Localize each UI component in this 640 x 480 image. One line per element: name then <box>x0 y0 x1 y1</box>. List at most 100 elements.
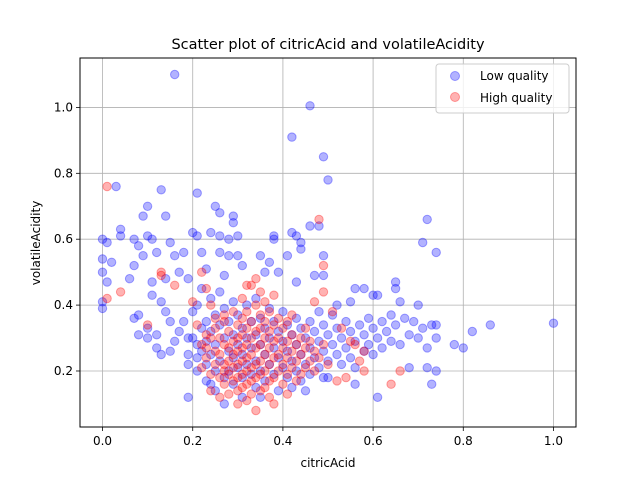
grid-lines <box>80 58 576 427</box>
y-axis-label: volatileAcidity <box>29 201 43 286</box>
low-quality-point <box>251 293 261 304</box>
high-quality-point <box>210 359 221 370</box>
low-quality-point <box>449 339 459 350</box>
low-quality-point <box>192 300 202 310</box>
high-quality-point <box>201 330 212 340</box>
high-quality-point <box>215 349 225 360</box>
high-quality-point <box>255 310 266 320</box>
high-quality-point <box>273 333 284 343</box>
series-low-quality <box>97 69 559 409</box>
low-quality-point <box>233 310 243 320</box>
low-quality-point <box>300 386 311 396</box>
low-quality-point <box>264 303 275 314</box>
high-quality-point <box>323 359 333 370</box>
low-quality-point <box>156 349 166 360</box>
low-quality-point <box>219 303 230 314</box>
high-quality-point <box>287 310 297 320</box>
low-quality-point <box>413 300 423 310</box>
low-quality-point <box>282 251 293 261</box>
high-quality-point <box>242 307 252 317</box>
low-quality-point <box>336 359 347 370</box>
low-quality-point <box>251 330 261 340</box>
low-quality-point <box>183 359 193 370</box>
low-quality-point <box>170 336 180 346</box>
high-quality-point <box>318 260 329 271</box>
low-quality-point <box>201 376 212 386</box>
high-quality-point <box>278 343 288 353</box>
high-quality-point <box>255 386 266 396</box>
low-quality-point <box>97 254 108 264</box>
low-quality-point <box>350 283 360 294</box>
low-quality-point <box>323 372 333 383</box>
legend-marker-high-quality <box>450 92 460 102</box>
high-quality-point <box>206 369 216 379</box>
high-quality-point <box>251 372 261 383</box>
low-quality-point <box>345 353 356 363</box>
low-quality-point <box>305 369 315 379</box>
low-quality-point <box>233 339 243 350</box>
high-quality-point <box>273 366 284 376</box>
low-quality-point <box>237 372 248 383</box>
low-quality-point <box>219 333 230 343</box>
low-quality-point <box>97 303 108 314</box>
low-quality-point <box>287 227 297 238</box>
low-quality-point <box>431 247 441 258</box>
low-quality-point <box>278 307 288 317</box>
low-quality-point <box>179 316 189 327</box>
low-quality-point <box>291 313 302 323</box>
low-quality-point <box>287 330 297 340</box>
high-quality-point <box>341 372 351 383</box>
high-quality-point <box>242 339 252 350</box>
high-quality-point <box>386 379 396 389</box>
low-quality-point <box>341 343 351 353</box>
low-quality-point <box>327 310 338 320</box>
low-quality-point <box>287 382 297 393</box>
low-quality-point <box>458 343 468 353</box>
low-quality-point <box>233 363 243 373</box>
high-quality-point <box>228 376 239 386</box>
low-quality-point <box>251 356 261 366</box>
low-quality-point <box>115 224 126 235</box>
low-quality-point <box>372 392 383 402</box>
high-quality-point <box>242 280 252 290</box>
high-quality-point <box>224 343 234 353</box>
low-quality-point <box>314 221 324 231</box>
low-quality-point <box>201 336 212 346</box>
low-quality-point <box>359 346 369 356</box>
low-quality-point <box>197 346 207 356</box>
high-quality-point <box>300 323 311 333</box>
low-quality-point <box>296 349 306 360</box>
low-quality-point <box>273 326 284 337</box>
high-quality-point <box>395 366 405 376</box>
low-quality-point <box>386 336 396 346</box>
low-quality-point <box>197 283 207 294</box>
legend-label-high-quality: High quality <box>480 91 552 105</box>
high-quality-point <box>269 290 279 300</box>
high-quality-point <box>246 280 257 290</box>
low-quality-point <box>336 333 347 343</box>
high-quality-point <box>242 353 252 363</box>
low-quality-point <box>287 132 297 142</box>
low-quality-point <box>372 333 383 343</box>
low-quality-point <box>323 356 333 366</box>
low-quality-point <box>305 316 315 327</box>
high-quality-point <box>260 349 270 360</box>
high-quality-point <box>210 313 221 323</box>
high-quality-point <box>359 346 369 356</box>
low-quality-point <box>350 379 360 389</box>
low-quality-point <box>422 214 432 225</box>
low-quality-point <box>309 353 320 363</box>
low-quality-point <box>467 326 477 337</box>
low-quality-point <box>179 247 189 258</box>
high-quality-point <box>210 346 221 356</box>
high-quality-point <box>296 369 306 379</box>
high-quality-point <box>197 363 207 373</box>
low-quality-point <box>242 300 252 310</box>
low-quality-point <box>368 323 378 333</box>
low-quality-point <box>282 372 293 383</box>
high-quality-point <box>287 346 297 356</box>
high-quality-point <box>233 386 243 396</box>
high-quality-point <box>260 333 270 343</box>
low-quality-point <box>269 316 279 327</box>
low-quality-point <box>219 399 230 409</box>
